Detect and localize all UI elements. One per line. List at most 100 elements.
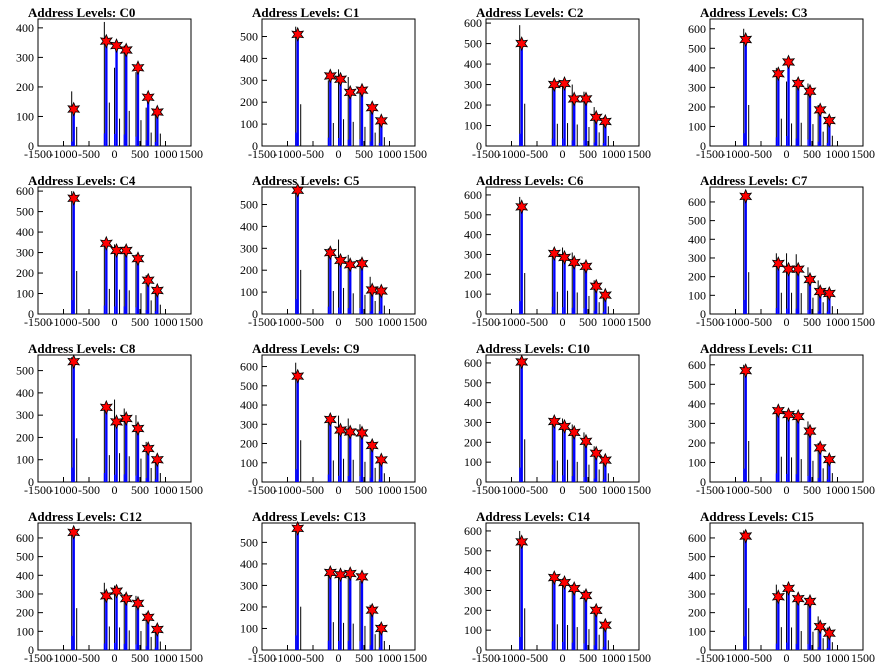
y-tick-label: 0 bbox=[700, 307, 706, 321]
bar bbox=[777, 596, 780, 650]
y-tick-label: 200 bbox=[688, 606, 706, 620]
bar bbox=[807, 139, 809, 146]
peak-marker bbox=[150, 452, 164, 468]
peak-marker bbox=[771, 66, 785, 82]
peak-marker bbox=[334, 252, 348, 268]
y-tick-label: 600 bbox=[464, 524, 482, 538]
bars-group bbox=[743, 28, 833, 146]
bars-group bbox=[295, 188, 385, 314]
x-tick-label: -500 bbox=[750, 315, 772, 329]
bar bbox=[329, 75, 332, 146]
bar bbox=[828, 633, 831, 650]
y-tick-label: 100 bbox=[688, 455, 706, 469]
bars-group bbox=[295, 362, 385, 482]
bar bbox=[604, 625, 607, 650]
y-tick-label: 300 bbox=[688, 80, 706, 94]
peak-marker bbox=[547, 245, 561, 262]
peak-marker bbox=[822, 285, 836, 302]
bars-group bbox=[519, 359, 609, 482]
y-tick-label: 300 bbox=[464, 415, 482, 429]
bar bbox=[329, 572, 332, 650]
y-tick-label: 0 bbox=[252, 307, 258, 321]
x-tick-label: -1000 bbox=[50, 483, 78, 497]
y-tick-label: 0 bbox=[476, 475, 482, 489]
x-tick-label: -1000 bbox=[274, 651, 302, 665]
y-tick-label: 300 bbox=[16, 408, 34, 422]
bar bbox=[370, 610, 374, 650]
bar bbox=[327, 474, 330, 482]
chart-panel: Address Levels: C4 0 100 200 300 400 500 600 -15… bbox=[16, 173, 203, 329]
x-tick-label: 0 bbox=[560, 483, 566, 497]
peak-marker bbox=[803, 593, 817, 609]
bar bbox=[787, 414, 790, 482]
bar bbox=[125, 598, 128, 650]
peak-marker bbox=[515, 36, 529, 52]
x-tick-label: 1500 bbox=[403, 651, 427, 665]
bar bbox=[594, 117, 598, 146]
peak-marker bbox=[67, 354, 81, 370]
bar bbox=[593, 478, 595, 482]
peak-marker bbox=[365, 602, 379, 618]
bar bbox=[808, 91, 812, 146]
y-tick-label: 600 bbox=[16, 531, 34, 545]
x-tick-label: -1000 bbox=[722, 147, 750, 161]
y-tick-label: 500 bbox=[240, 535, 258, 549]
bar bbox=[349, 264, 352, 314]
bar bbox=[562, 138, 564, 146]
x-tick-label: -500 bbox=[302, 315, 324, 329]
peak-marker bbox=[374, 283, 388, 299]
x-tick-label: 1500 bbox=[179, 651, 203, 665]
bar bbox=[145, 477, 147, 482]
x-tick-label: -1000 bbox=[50, 147, 78, 161]
bar bbox=[349, 431, 352, 482]
x-tick-label: 1500 bbox=[403, 483, 427, 497]
bars-group bbox=[743, 364, 833, 482]
chart-panel: Address Levels: C12 0 100 200 300 400 500 600 -1… bbox=[16, 509, 203, 665]
x-tick-label: 1500 bbox=[627, 315, 651, 329]
x-tick-label: 1000 bbox=[826, 651, 850, 665]
peak-marker bbox=[589, 109, 603, 125]
bar bbox=[797, 416, 800, 482]
x-tick-label: 500 bbox=[579, 483, 597, 497]
bar bbox=[378, 142, 381, 146]
peak-marker bbox=[771, 589, 785, 605]
bar bbox=[519, 637, 521, 650]
bar bbox=[123, 134, 125, 146]
peak-marker bbox=[739, 188, 753, 204]
peak-marker bbox=[813, 440, 827, 456]
y-tick-label: 300 bbox=[688, 251, 706, 265]
bar bbox=[777, 73, 780, 146]
x-tick-label: -1500 bbox=[696, 315, 724, 329]
peak-marker bbox=[119, 591, 133, 607]
bar bbox=[775, 307, 778, 314]
x-tick-label: 1500 bbox=[851, 483, 875, 497]
bar bbox=[593, 142, 595, 146]
bar bbox=[296, 190, 299, 314]
bar bbox=[583, 643, 585, 650]
chart-panel: Address Levels: C10 0 100 200 300 400 500 600 -1… bbox=[464, 341, 651, 497]
bar bbox=[520, 361, 523, 482]
bar bbox=[520, 206, 523, 314]
bar bbox=[146, 617, 150, 650]
y-tick-label: 400 bbox=[16, 386, 34, 400]
bar bbox=[807, 644, 809, 650]
bar bbox=[136, 67, 140, 146]
peak-marker bbox=[110, 242, 124, 259]
peak-marker bbox=[515, 534, 529, 550]
x-tick-label: -1000 bbox=[50, 315, 78, 329]
peak-marker bbox=[150, 104, 164, 120]
x-tick-label: -500 bbox=[302, 651, 324, 665]
y-tick-label: 300 bbox=[16, 587, 34, 601]
peak-marker bbox=[131, 251, 145, 267]
y-tick-label: 200 bbox=[240, 600, 258, 614]
x-tick-label: 1000 bbox=[154, 651, 178, 665]
x-tick-label: 1500 bbox=[627, 147, 651, 161]
y-tick-label: 400 bbox=[464, 228, 482, 242]
chart-panel: Address Levels: C50100200300400500-1500-… bbox=[240, 173, 427, 329]
x-tick-label: 0 bbox=[784, 147, 790, 161]
bar bbox=[296, 376, 299, 482]
x-tick-label: -1500 bbox=[696, 651, 724, 665]
peak-marker bbox=[791, 591, 805, 607]
bar bbox=[72, 532, 75, 650]
bar bbox=[828, 459, 831, 482]
